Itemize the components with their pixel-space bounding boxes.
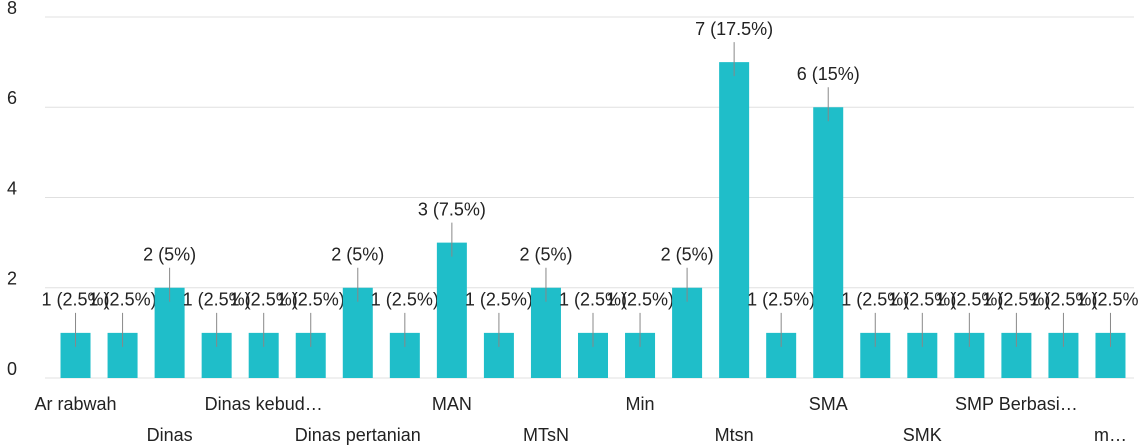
data-label: 1 (2.5%) <box>1029 290 1097 310</box>
data-label: 1 (2.5%) <box>1076 290 1138 310</box>
x-tick-label: Dinas <box>147 425 193 445</box>
data-label: 1 (2.5%) <box>559 290 627 310</box>
data-label: 1 (2.5%) <box>89 290 157 310</box>
data-label: 1 (2.5%) <box>935 290 1003 310</box>
data-label: 1 (2.5%) <box>230 290 298 310</box>
data-label: 1 (2.5%) <box>277 290 345 310</box>
data-label: 7 (17.5%) <box>695 19 773 39</box>
y-tick-label: 4 <box>7 178 17 198</box>
y-tick-label: 6 <box>7 88 17 108</box>
data-label: 1 (2.5%) <box>42 290 110 310</box>
x-tick-label: MAN <box>432 394 472 414</box>
data-label: 1 (2.5%) <box>465 290 533 310</box>
data-label: 6 (15%) <box>797 64 860 84</box>
data-label: 3 (7.5%) <box>418 199 486 219</box>
y-tick-label: 8 <box>7 0 17 18</box>
data-label: 2 (5%) <box>331 245 384 265</box>
bar <box>672 287 703 378</box>
y-tick-label: 2 <box>7 269 17 289</box>
data-label: 2 (5%) <box>143 245 196 265</box>
data-label: 1 (2.5%) <box>841 290 909 310</box>
data-label: 2 (5%) <box>661 245 714 265</box>
bar <box>719 62 750 378</box>
data-label: 1 (2.5%) <box>371 290 439 310</box>
data-label: 1 (2.5%) <box>982 290 1050 310</box>
data-label: 1 (2.5%) <box>606 290 674 310</box>
x-tick-label: Dinas pertanian <box>295 425 421 445</box>
bar <box>342 287 373 378</box>
data-label: 1 (2.5%) <box>183 290 251 310</box>
x-tick-label: MTsN <box>523 425 569 445</box>
x-tick-label: Ar rabwah <box>34 394 116 414</box>
data-label: 1 (2.5%) <box>888 290 956 310</box>
y-tick-label: 0 <box>7 359 17 379</box>
bar <box>530 287 561 378</box>
x-tick-label: Min <box>626 394 655 414</box>
bar <box>154 287 185 378</box>
x-tick-label: Dinas kebud… <box>205 394 323 414</box>
bar <box>436 242 467 378</box>
x-tick-label: m… <box>1094 425 1127 445</box>
x-tick-label: SMP Berbasi… <box>955 394 1078 414</box>
bar <box>813 107 844 378</box>
data-label: 1 (2.5%) <box>747 290 815 310</box>
x-tick-label: SMA <box>809 394 848 414</box>
x-tick-label: SMK <box>903 425 942 445</box>
data-label: 2 (5%) <box>519 245 572 265</box>
x-tick-label: Mtsn <box>715 425 754 445</box>
